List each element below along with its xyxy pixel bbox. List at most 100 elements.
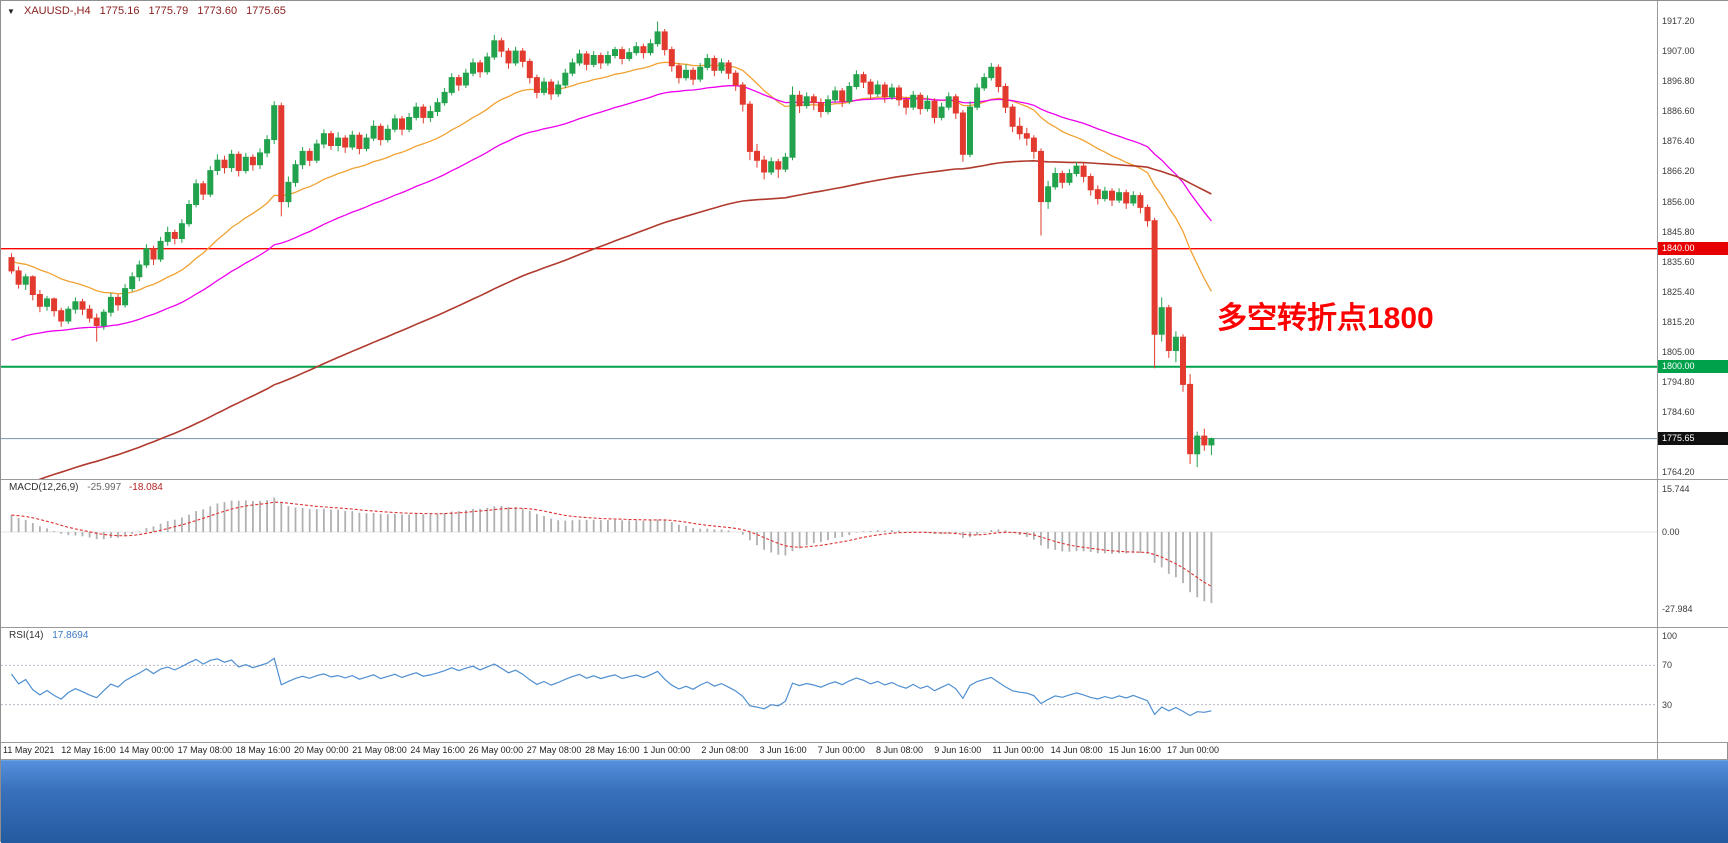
panel-divider-3 (1, 742, 1728, 743)
candle (1187, 383, 1194, 455)
candle (548, 81, 555, 95)
candle (739, 84, 746, 105)
price-axis-label: 1784.60 (1662, 407, 1695, 418)
candle (36, 294, 43, 307)
price-badge: 1800.00 (1658, 360, 1728, 374)
rsi-panel[interactable] (1, 628, 1657, 742)
candle (569, 62, 576, 74)
candle (200, 183, 207, 195)
candle (732, 72, 739, 86)
candle (349, 134, 356, 148)
candle (754, 150, 760, 161)
time-axis-label: 11 May 2021 (3, 745, 55, 755)
candle (93, 317, 100, 327)
candle (1080, 165, 1087, 177)
macd-axis-label: -27.984 (1662, 603, 1693, 614)
time-axis-label: 3 Jun 16:00 (759, 745, 807, 755)
candle (455, 77, 462, 86)
candle (1158, 307, 1165, 335)
candle (157, 240, 164, 260)
candle (1045, 186, 1052, 203)
candle (988, 66, 995, 79)
time-axis-label: 17 Jun 00:00 (1167, 745, 1220, 755)
candle (576, 53, 583, 64)
candle (604, 55, 611, 64)
candle (505, 50, 512, 64)
macd-scale[interactable]: 15.744 0.00 -27.984 (1658, 480, 1728, 627)
collapse-triangle-icon[interactable]: ▼ (7, 7, 15, 16)
candle (1116, 192, 1123, 201)
candle (193, 183, 200, 206)
candle (207, 170, 214, 195)
panel-divider-1[interactable] (1, 479, 1728, 480)
candle (399, 118, 405, 130)
candle (526, 60, 533, 79)
price-badge: 1775.65 (1658, 432, 1728, 446)
candle (178, 223, 185, 239)
candle (633, 46, 640, 54)
candle (533, 77, 540, 93)
candle (924, 100, 931, 110)
time-axis-label: 20 May 00:00 (294, 745, 349, 755)
candle (959, 112, 966, 155)
candle (427, 111, 434, 118)
candle (1087, 176, 1094, 191)
candle (235, 153, 242, 172)
candle (612, 49, 618, 56)
panel-divider-2[interactable] (1, 627, 1728, 628)
candle (278, 105, 285, 203)
candle (434, 102, 441, 112)
ma-slow-darkred (38, 159, 1212, 479)
candle (718, 62, 725, 71)
macd-name: MACD(12,26,9) (9, 482, 79, 493)
candle (242, 156, 249, 172)
candle (363, 137, 370, 149)
macd-main-value: -25.997 (87, 482, 122, 493)
candle (299, 150, 306, 166)
rsi-line (11, 657, 1212, 717)
macd-indicator-label: MACD(12,26,9) -25.997 -18.084 (9, 482, 163, 493)
close-value: 1775.65 (246, 5, 286, 17)
candle (931, 100, 938, 118)
candle (761, 159, 768, 173)
main-price-chart[interactable] (1, 1, 1657, 479)
candle (313, 143, 320, 161)
candle (597, 55, 604, 64)
symbol-label: XAUUSD-,H4 (23, 5, 91, 17)
candle (583, 53, 590, 65)
candle (974, 87, 981, 108)
candle (186, 204, 192, 225)
candle (171, 232, 178, 239)
candle (690, 69, 697, 80)
candle (1130, 195, 1137, 204)
candle (44, 298, 50, 307)
time-axis-label: 12 May 16:00 (61, 745, 116, 755)
time-axis[interactable]: 11 May 2021 12 May 16:00 14 May 00:00 17 Ma… (1, 743, 1657, 759)
candle (257, 152, 263, 166)
candle (910, 94, 917, 108)
candle (462, 72, 469, 86)
candle (1101, 190, 1108, 200)
macd-panel[interactable] (1, 480, 1657, 627)
candle (122, 288, 129, 306)
candle (796, 94, 803, 107)
candle (335, 137, 342, 147)
candle (853, 74, 860, 87)
time-axis-label: 2 Jun 08:00 (701, 745, 749, 755)
rsi-scale[interactable]: 100 70 30 (1658, 628, 1728, 742)
candle (697, 66, 704, 80)
ma-fast-orange (11, 61, 1212, 295)
candle (448, 77, 455, 93)
candle (881, 84, 888, 98)
price-axis-label: 1845.80 (1662, 226, 1695, 237)
candle (491, 40, 498, 58)
candle (952, 96, 959, 114)
candle (320, 133, 327, 145)
price-scale[interactable]: 1917.20 1907.00 1896.80 1886.60 1876.40 1866.… (1658, 1, 1728, 479)
candle (1172, 336, 1179, 352)
price-axis-label: 1835.60 (1662, 256, 1695, 267)
candle (264, 139, 271, 154)
time-axis-label: 8 Jun 08:00 (876, 745, 924, 755)
candle (285, 181, 292, 203)
candle (1030, 137, 1037, 152)
